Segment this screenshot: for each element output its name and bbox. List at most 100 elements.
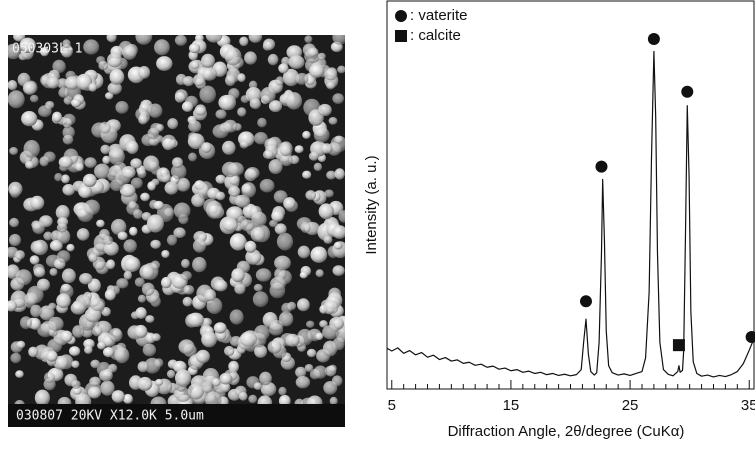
peak-marker [681,85,694,98]
particle [187,383,205,400]
particle [174,35,187,46]
peak-marker [745,331,755,344]
particle [318,203,334,220]
particle [268,100,283,113]
particle [103,347,115,358]
particle [89,297,106,311]
particle [155,378,163,386]
particle [170,163,187,180]
particle [134,277,145,288]
particle [156,56,173,71]
particle [189,43,201,54]
particle [181,101,194,112]
particle [98,60,109,71]
particle [260,87,276,103]
particle [322,325,339,340]
peak-marker [579,295,592,308]
particle [309,63,325,78]
particle [235,194,251,208]
particle [123,239,137,253]
particle [334,135,344,144]
particle [183,76,195,87]
particle [83,39,100,55]
particle [176,177,191,192]
particle [282,68,300,87]
x-tick-label: 5 [388,397,396,414]
particle [328,364,337,373]
particle [222,140,236,155]
particle [25,160,34,169]
particle [328,117,338,125]
particle [88,82,97,92]
particle [227,162,244,176]
particle [62,184,75,196]
particle [338,210,345,223]
y-axis-label: Intensity (a. u.) [363,155,380,254]
particle [84,157,97,168]
particle [100,380,115,396]
particle [29,255,40,265]
particle [332,225,345,239]
particle [278,386,287,396]
particle [48,302,57,310]
particle [108,148,125,166]
particle [276,232,294,251]
particle [84,345,93,354]
particle [102,155,111,165]
particle [78,184,92,199]
particle [323,235,333,244]
particle [255,268,272,282]
particle [278,63,289,74]
particle [103,241,119,256]
particle [30,304,42,318]
particle [89,376,101,387]
particle [302,130,311,139]
particle [201,381,213,393]
particle [84,307,102,323]
particle [33,267,46,278]
particle [62,134,74,145]
particle [32,239,48,256]
particle [302,170,312,179]
particle [92,326,103,337]
particle [199,85,216,104]
particle [192,256,207,273]
peak-marker [647,33,660,46]
particle [297,245,311,259]
particle [56,293,71,309]
particle [214,279,228,292]
particle [56,223,68,233]
particle [21,111,38,127]
particle [172,157,183,169]
particle [60,44,73,58]
particle [100,144,111,155]
particle [332,93,345,104]
particle [9,147,18,155]
particle [76,73,93,91]
particle [280,154,293,167]
particle [90,359,100,369]
particle [151,333,161,342]
particle [269,219,278,228]
particle [245,87,262,103]
particle [205,35,223,43]
particle [130,177,143,189]
particle [142,343,157,357]
particle [304,364,314,372]
particle [267,53,279,66]
particle [237,73,246,83]
particle [49,268,58,276]
particle [107,82,122,95]
particle [308,151,319,161]
particle [141,282,155,296]
particle [154,358,164,368]
particle [133,209,143,220]
particle [138,114,148,125]
particle [161,276,172,289]
particle [253,283,263,292]
particle [274,255,291,271]
particle [46,76,60,89]
particle [55,205,70,220]
particle [183,285,195,295]
particle [122,393,133,404]
